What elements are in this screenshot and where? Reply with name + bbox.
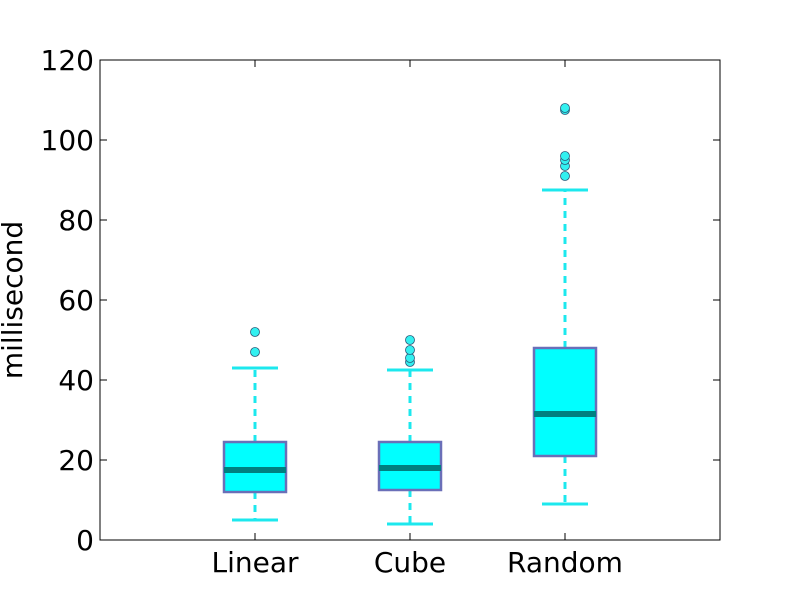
y-axis-label: millisecond: [0, 221, 29, 379]
y-tick-label: 100: [41, 124, 94, 157]
outlier-point: [250, 327, 260, 337]
box-random: [532, 103, 598, 506]
y-tick-label: 20: [58, 444, 94, 477]
y-tick-label: 60: [58, 284, 94, 317]
plot-area: [222, 103, 598, 526]
outlier-point: [250, 347, 260, 357]
y-tick-label: 40: [58, 364, 94, 397]
y-tick-label: 80: [58, 204, 94, 237]
box-cube: [377, 335, 443, 526]
outlier-point: [560, 171, 570, 181]
axes-frame: [99, 59, 721, 541]
outlier-point: [405, 345, 415, 355]
x-tick-label: Linear: [211, 546, 299, 579]
outlier-point: [560, 103, 570, 113]
outlier-point: [560, 151, 570, 161]
y-tick-label: 120: [41, 44, 94, 77]
x-axis-ticks: Linear Cube Random: [211, 60, 623, 579]
x-tick-label: Cube: [374, 546, 446, 579]
iqr-box: [532, 346, 598, 458]
outlier-point: [405, 335, 415, 345]
box-linear: [222, 327, 288, 522]
y-axis-ticks: 0 20 40 60 80 100 120: [41, 44, 720, 557]
x-tick-label: Random: [507, 546, 623, 579]
y-tick-label: 0: [76, 524, 94, 557]
